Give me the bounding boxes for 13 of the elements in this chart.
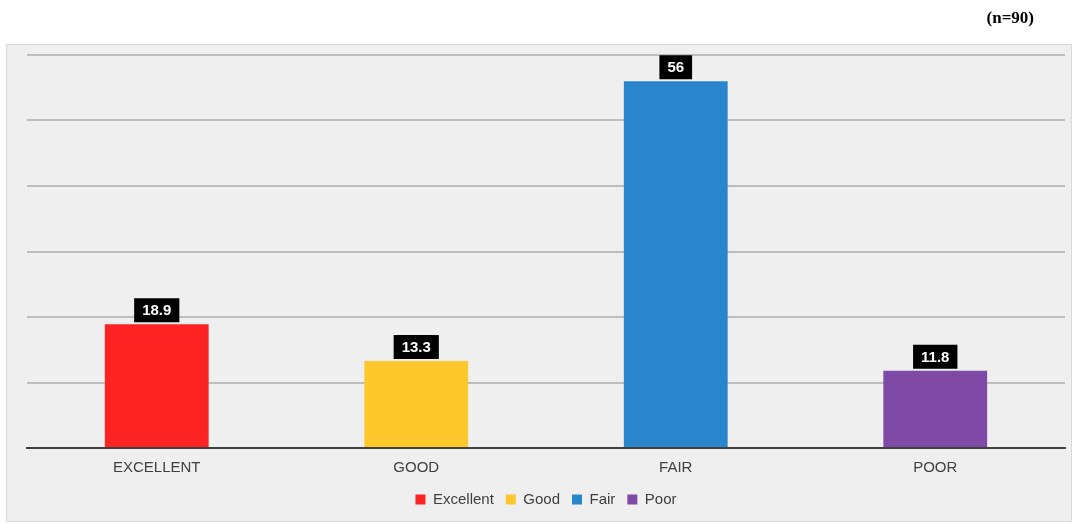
x-tick-label: GOOD bbox=[393, 458, 440, 476]
x-tick-label: EXCELLENT bbox=[112, 458, 201, 476]
legend-label: Poor bbox=[644, 489, 677, 507]
x-tick-label: POOR bbox=[913, 458, 958, 476]
legend-label: Excellent bbox=[432, 489, 495, 507]
data-label: 13.3 bbox=[401, 338, 431, 356]
data-label: 11.8 bbox=[921, 347, 950, 365]
text: (n=90) bbox=[986, 8, 1034, 28]
data-label: 56 bbox=[667, 58, 685, 76]
legend-label: Fair bbox=[589, 489, 616, 507]
x-tick-label: FAIR bbox=[659, 458, 693, 476]
data-label: 18.9 bbox=[142, 301, 172, 319]
legend-label: Good bbox=[523, 489, 561, 507]
